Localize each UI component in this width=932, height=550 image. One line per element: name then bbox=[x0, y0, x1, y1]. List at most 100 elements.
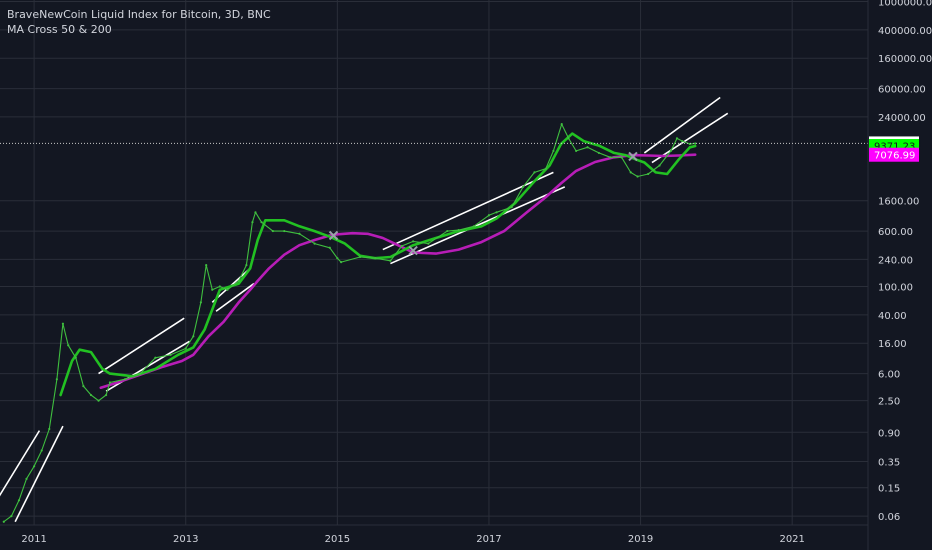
x-tick-label: 2013 bbox=[173, 534, 198, 545]
price-point bbox=[33, 465, 36, 468]
y-tick-label: 6.00 bbox=[878, 370, 900, 381]
trendline[interactable] bbox=[651, 112, 729, 164]
price-point bbox=[199, 301, 202, 304]
price-point bbox=[567, 137, 570, 140]
price-point bbox=[629, 171, 632, 174]
y-tick-label: 0.90 bbox=[878, 428, 900, 439]
x-tick-label: 2015 bbox=[325, 534, 350, 545]
price-point bbox=[211, 288, 214, 291]
price-point bbox=[374, 257, 377, 260]
trendline[interactable] bbox=[98, 317, 185, 375]
price-point bbox=[669, 149, 672, 153]
price-point bbox=[620, 156, 623, 159]
price-point bbox=[544, 167, 547, 170]
price-point bbox=[336, 257, 339, 260]
price-point bbox=[389, 259, 392, 262]
ma-cross-marker bbox=[408, 245, 418, 256]
price-axis[interactable]: 1000000.00 400000.00 160000.00 60000.00 2400… bbox=[867, 0, 932, 550]
x-tick-label: 2019 bbox=[628, 534, 653, 545]
price-point bbox=[609, 156, 612, 159]
symbol-title[interactable]: BraveNewCoin Liquid Index for Bitcoin, 3… bbox=[7, 8, 271, 21]
y-tick-label: 60000.00 bbox=[878, 85, 926, 96]
price-point bbox=[400, 244, 403, 248]
price-point bbox=[358, 255, 362, 259]
ma-200-line bbox=[99, 153, 697, 390]
price-point bbox=[74, 356, 77, 359]
price-point bbox=[560, 123, 563, 126]
price-point bbox=[97, 399, 100, 402]
badge-label: 7076.99 bbox=[874, 150, 915, 161]
price-point bbox=[647, 172, 650, 176]
badge-label: 9371.23 bbox=[874, 142, 915, 153]
price-point bbox=[218, 285, 221, 288]
price-point bbox=[521, 185, 525, 189]
price-point bbox=[82, 385, 85, 388]
price-point bbox=[457, 228, 460, 232]
price-point bbox=[48, 427, 51, 431]
ma-cross-marker bbox=[628, 151, 638, 162]
price-point bbox=[245, 263, 248, 267]
price-point bbox=[658, 164, 661, 167]
price-point bbox=[472, 225, 475, 228]
trendline[interactable] bbox=[0, 430, 41, 504]
price-point bbox=[154, 356, 157, 359]
trendline[interactable] bbox=[14, 425, 64, 523]
price-point bbox=[2, 520, 5, 523]
y-tick-label: 40.00 bbox=[878, 311, 907, 322]
price-point bbox=[340, 261, 343, 264]
price-point bbox=[89, 393, 93, 397]
price-point bbox=[552, 149, 555, 153]
y-tick-label: 0.15 bbox=[878, 484, 900, 495]
price-point bbox=[412, 240, 415, 243]
price-point bbox=[169, 353, 172, 356]
price-point bbox=[10, 514, 13, 518]
y-tick-label: 400000.00 bbox=[878, 26, 932, 37]
trendline[interactable] bbox=[215, 282, 255, 312]
price-point bbox=[586, 146, 589, 149]
price-point bbox=[105, 393, 108, 397]
price-point bbox=[675, 137, 679, 140]
price-point bbox=[427, 242, 430, 245]
price-point bbox=[283, 229, 286, 233]
price-point bbox=[575, 149, 578, 153]
price-point bbox=[510, 206, 513, 209]
trendline[interactable] bbox=[390, 186, 566, 265]
chart-legend: BraveNewCoin Liquid Index for Bitcoin, 3… bbox=[7, 7, 271, 37]
price-point bbox=[313, 242, 316, 245]
price-point bbox=[123, 378, 127, 381]
y-tick-label: 160000.00 bbox=[878, 54, 932, 65]
price-point bbox=[67, 344, 70, 347]
price-point bbox=[487, 214, 491, 217]
study-title[interactable]: MA Cross 50 & 200 bbox=[7, 23, 112, 36]
y-tick-label: 1000000.00 bbox=[878, 0, 932, 9]
time-axis[interactable]: 2011 2013 2015 2017 2019 2021 bbox=[0, 524, 868, 545]
price-point bbox=[260, 221, 263, 224]
price-point bbox=[205, 263, 208, 267]
price-point bbox=[237, 279, 240, 282]
y-tick-label: 0.35 bbox=[878, 458, 900, 469]
y-tick-label: 16.00 bbox=[878, 339, 907, 350]
series-layer bbox=[2, 123, 697, 523]
y-tick-label: 600.00 bbox=[878, 227, 913, 238]
x-tick-label: 2017 bbox=[476, 534, 501, 545]
y-tick-label: 0.06 bbox=[878, 512, 900, 523]
price-point bbox=[271, 229, 275, 233]
price-point bbox=[495, 211, 498, 214]
price-point bbox=[597, 151, 600, 155]
cross-markers bbox=[328, 151, 638, 256]
badge-box bbox=[869, 147, 919, 162]
price-point bbox=[108, 381, 112, 384]
y-tick-label: 24000.00 bbox=[878, 113, 926, 124]
price-point bbox=[446, 229, 449, 233]
price-point bbox=[694, 142, 697, 145]
price-point bbox=[192, 335, 195, 338]
price-point bbox=[55, 378, 58, 381]
price-point bbox=[533, 171, 536, 174]
price-point bbox=[226, 288, 229, 291]
y-tick-label: 100.00 bbox=[878, 283, 913, 294]
price-point bbox=[254, 211, 257, 214]
y-tick-label: 1600.00 bbox=[878, 197, 919, 208]
y-tick-label: 2.50 bbox=[878, 397, 900, 408]
